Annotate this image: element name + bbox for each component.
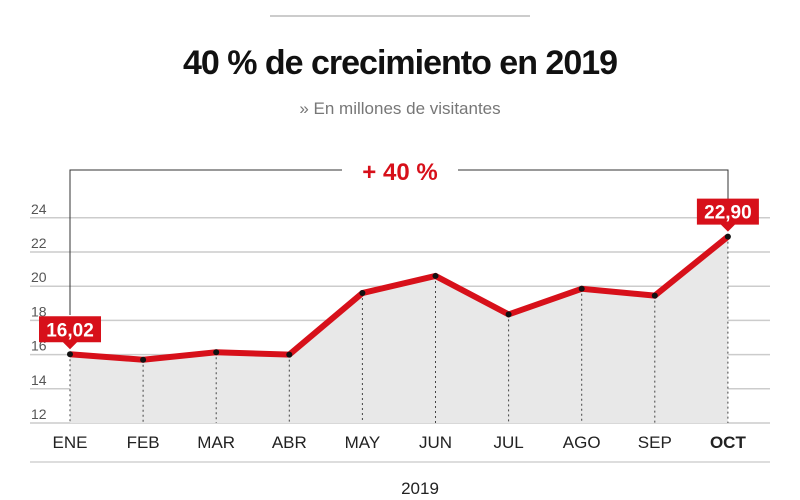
- x-tick-label: JUN: [419, 433, 452, 452]
- data-point: [651, 292, 658, 299]
- x-tick-label: AGO: [563, 433, 601, 452]
- data-point: [286, 351, 293, 358]
- data-point: [578, 285, 585, 292]
- data-point: [505, 311, 512, 318]
- data-point: [140, 356, 147, 363]
- x-tick-label: OCT: [710, 433, 747, 452]
- y-tick-label: 14: [31, 372, 47, 388]
- data-point: [213, 349, 220, 356]
- y-tick-label: 12: [31, 406, 47, 422]
- area-fill: [70, 236, 728, 423]
- series-line: [69, 234, 730, 363]
- x-tick-label: MAR: [197, 433, 235, 452]
- data-label-badge: [39, 316, 101, 350]
- x-axis-label: 2019: [401, 479, 439, 498]
- data-point: [359, 290, 366, 297]
- x-tick-label: ABR: [272, 433, 307, 452]
- x-tick-label: SEP: [638, 433, 672, 452]
- y-tick-label: 24: [31, 201, 47, 217]
- data-label: 16,02: [46, 320, 94, 341]
- x-tick-label: FEB: [127, 433, 160, 452]
- data-point: [724, 233, 731, 240]
- chart-subtitle: » En millones de visitantes: [299, 99, 500, 118]
- x-tick-label: JUL: [493, 433, 523, 452]
- data-point: [432, 272, 439, 279]
- data-label-badge: [696, 198, 759, 232]
- x-tick-label: ENE: [53, 433, 88, 452]
- y-tick-label: 22: [31, 235, 47, 251]
- data-label: 22,90: [704, 203, 752, 224]
- growth-bracket: [69, 169, 729, 315]
- y-tick-label: 18: [31, 303, 47, 319]
- y-tick-label: 20: [31, 269, 47, 285]
- x-tick-label: MAY: [345, 433, 381, 452]
- chart-title: 40 % de crecimiento en 2019: [183, 44, 617, 82]
- growth-annotation: + 40 %: [362, 159, 437, 186]
- data-point: [67, 351, 73, 358]
